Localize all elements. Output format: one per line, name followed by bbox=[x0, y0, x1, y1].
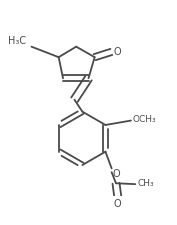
Text: O: O bbox=[114, 47, 122, 56]
Text: O: O bbox=[114, 199, 122, 209]
Text: H₃C: H₃C bbox=[8, 36, 26, 46]
Text: OCH₃: OCH₃ bbox=[133, 115, 156, 124]
Text: CH₃: CH₃ bbox=[137, 179, 154, 188]
Text: O: O bbox=[113, 169, 120, 179]
